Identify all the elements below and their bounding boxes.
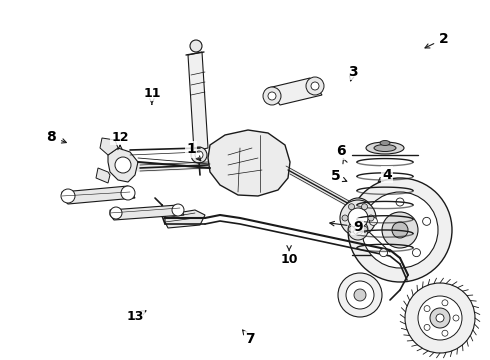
Text: 13: 13 <box>126 310 144 323</box>
Polygon shape <box>110 205 184 220</box>
Circle shape <box>362 204 368 210</box>
Polygon shape <box>208 130 290 196</box>
Circle shape <box>430 308 450 328</box>
Circle shape <box>436 314 444 322</box>
Text: 3: 3 <box>348 65 358 79</box>
Circle shape <box>311 82 319 90</box>
Circle shape <box>190 40 202 52</box>
Polygon shape <box>62 186 135 204</box>
Text: 10: 10 <box>280 253 298 266</box>
Circle shape <box>453 315 459 321</box>
Circle shape <box>418 296 462 340</box>
Circle shape <box>268 92 276 100</box>
Circle shape <box>362 226 368 232</box>
Circle shape <box>348 226 354 232</box>
Text: 9: 9 <box>353 220 363 234</box>
Circle shape <box>306 77 324 95</box>
Circle shape <box>338 273 382 317</box>
Text: 5: 5 <box>331 170 341 183</box>
Circle shape <box>342 215 348 221</box>
Circle shape <box>115 157 131 173</box>
Circle shape <box>348 178 452 282</box>
Circle shape <box>348 208 368 228</box>
Circle shape <box>61 189 75 203</box>
Circle shape <box>354 289 366 301</box>
Circle shape <box>348 204 354 210</box>
Text: 8: 8 <box>47 130 56 144</box>
Circle shape <box>392 222 408 238</box>
Circle shape <box>263 87 281 105</box>
Polygon shape <box>188 52 208 151</box>
Circle shape <box>110 207 122 219</box>
Polygon shape <box>165 210 205 228</box>
Circle shape <box>382 212 418 248</box>
Text: 6: 6 <box>336 144 345 158</box>
Circle shape <box>362 192 438 268</box>
Circle shape <box>172 204 184 216</box>
Text: 7: 7 <box>245 332 255 346</box>
Circle shape <box>346 281 374 309</box>
Text: 2: 2 <box>439 32 448 46</box>
Circle shape <box>442 300 448 306</box>
Circle shape <box>195 151 203 159</box>
Polygon shape <box>96 168 110 183</box>
Circle shape <box>423 217 431 225</box>
Circle shape <box>340 200 376 236</box>
Circle shape <box>413 249 420 257</box>
Circle shape <box>369 217 377 225</box>
Text: 1: 1 <box>186 143 196 156</box>
Circle shape <box>348 220 368 240</box>
Polygon shape <box>108 148 138 182</box>
Ellipse shape <box>374 144 396 152</box>
Ellipse shape <box>380 140 390 145</box>
Text: 11: 11 <box>143 87 161 100</box>
Polygon shape <box>100 138 118 155</box>
Circle shape <box>121 186 135 200</box>
Circle shape <box>405 283 475 353</box>
Circle shape <box>442 330 448 336</box>
Circle shape <box>352 206 364 218</box>
Circle shape <box>344 198 372 226</box>
Ellipse shape <box>366 142 404 154</box>
Circle shape <box>368 215 374 221</box>
Text: 12: 12 <box>111 131 129 144</box>
Circle shape <box>424 306 430 312</box>
Circle shape <box>424 324 430 330</box>
Circle shape <box>353 225 363 235</box>
Circle shape <box>380 249 388 257</box>
Polygon shape <box>268 78 322 105</box>
Text: 4: 4 <box>382 168 392 181</box>
Circle shape <box>396 198 404 206</box>
Circle shape <box>191 147 207 163</box>
